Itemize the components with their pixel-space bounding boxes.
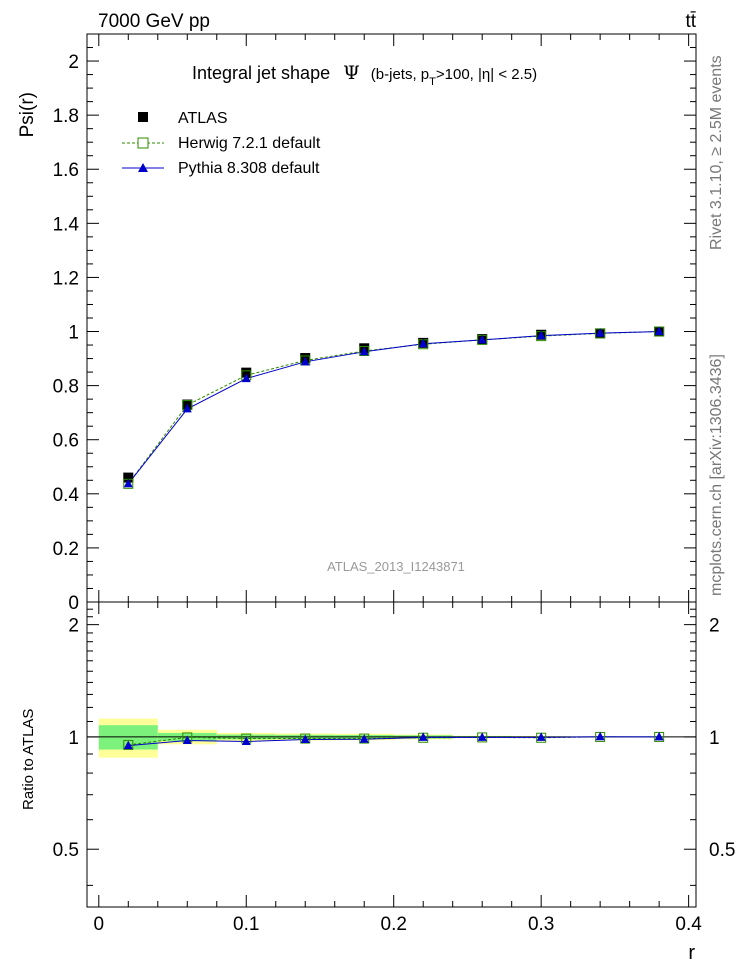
ratio-pythia-point [477,732,487,741]
title-selection-sub: T [429,76,436,88]
pythia-point [654,326,664,336]
main-y-tick-label: 0.8 [53,377,79,398]
main-y-tick-label: 0.2 [53,539,79,560]
pythia-point [536,330,546,340]
legend-pythia-marker [138,163,148,172]
main-y-tick-label: 0.4 [53,485,80,506]
main-y-tick-label: 2 [68,52,79,73]
ratio-pythia-point [123,740,133,750]
title-selection-close: >100, |η| < 2.5) [436,66,537,83]
title-main: Integral jet shape [192,63,330,83]
pythia-point [300,356,310,366]
ratio-pythia-point [241,736,251,746]
pythia-point [595,328,605,337]
legend-item-herwig: Herwig 7.2.1 default [122,135,321,152]
main-y-tick-label: 1.8 [53,106,79,127]
herwig-point [359,345,370,356]
ratio-pythia-point [300,734,310,744]
title-selection-open: (b-jets, p [371,66,429,83]
ratio-herwig-point [359,733,370,744]
legend-item-pythia: Pythia 8.308 default [122,160,320,177]
main-y-tick-label-zero: 0 [68,593,79,614]
pythia-point [359,346,369,356]
pythia-point [241,373,251,383]
legend-atlas-label: ATLAS [178,110,228,127]
main-y-tick-label: 1.2 [53,268,79,289]
main-y-tick-label: 1 [68,323,79,344]
main-y-axis-label: Psi(r) [17,92,38,137]
title-symbol: Ψ [343,62,360,84]
energy-label: 7000 GeV pp [98,11,210,32]
atlas-point [241,367,252,378]
ratio-y-tick-label: 1 [68,728,79,749]
main-marks [123,326,665,489]
main-y-tick-label: 0.6 [53,431,79,452]
main-y-tick-label: 1.6 [53,160,79,181]
mcplots-label: mcplots.cern.ch [arXiv:1306.3436] [708,354,725,596]
ratio-pythia-point [182,735,192,745]
legend-atlas-marker [138,112,148,122]
pythia-point [182,403,192,413]
ratio-plot-panel: 0.5 0.5 1 1 2 2 0 0.1 0.2 0.3 0.4 Ratio to ATLAS r [20,601,735,964]
process-label: tt̄ [685,11,696,32]
herwig-line [127,331,660,485]
main-axes: 0.2 0.4 0.6 0.8 1 1.2 1.4 1.6 1.8 2 0 [53,34,696,614]
main-y-tick-label: 1.4 [53,214,80,235]
x-tick-label: 0.4 [675,914,702,935]
analysis-watermark: ATLAS_2013_I1243871 [327,559,465,574]
ratio-pythia-point [654,731,664,741]
ratio-y-tick-label-right: 2 [709,616,720,637]
ratio-axes: 0.5 0.5 1 1 2 2 0 0.1 0.2 0.3 0.4 [53,602,735,935]
ratio-y-tick-label-right: 0.5 [709,840,735,861]
ratio-y-tick-label-right: 1 [709,728,720,749]
rivet-label: Rivet 3.1.10, ≥ 2.5M events [708,55,725,250]
ratio-herwig-point [123,739,134,750]
ratio-herwig-point [300,733,311,744]
ratio-pythia-point [536,732,546,741]
ratio-pythia-point [359,734,369,743]
x-tick-label: 0.1 [233,914,259,935]
pythia-point [123,478,133,488]
pythia-point [418,338,428,348]
pythia-line [127,331,660,485]
legend-herwig-label: Herwig 7.2.1 default [178,135,321,152]
chart-title: Integral jet shape Ψ (b-jets, pT>100, |η… [192,62,537,88]
pythia-point [477,334,487,344]
ratio-y-axis-label: Ratio to ATLAS [20,709,37,810]
x-tick-label: 0.3 [528,914,554,935]
legend: ATLAS Herwig 7.2.1 default Pythia 8.308 … [122,110,321,177]
ratio-y-tick-label: 0.5 [53,840,79,861]
ratio-marks [123,731,665,750]
legend-item-atlas: ATLAS [138,110,228,127]
ratio-pythia-point [418,732,428,741]
legend-herwig-marker [137,137,149,149]
ratio-frame [86,601,697,908]
x-tick-label: 0.2 [381,914,407,935]
atlas-point [123,472,134,483]
legend-pythia-label: Pythia 8.308 default [178,160,320,177]
ratio-pythia-point [595,731,605,741]
x-axis-label: r [688,942,695,964]
main-plot-panel: 0.2 0.4 0.6 0.8 1 1.2 1.4 1.6 1.8 2 0 Integral jet… [17,33,697,614]
ratio-pythia-line [128,736,660,747]
ratio-y-tick-label: 2 [68,616,79,637]
x-tick-label: 0 [94,914,105,935]
